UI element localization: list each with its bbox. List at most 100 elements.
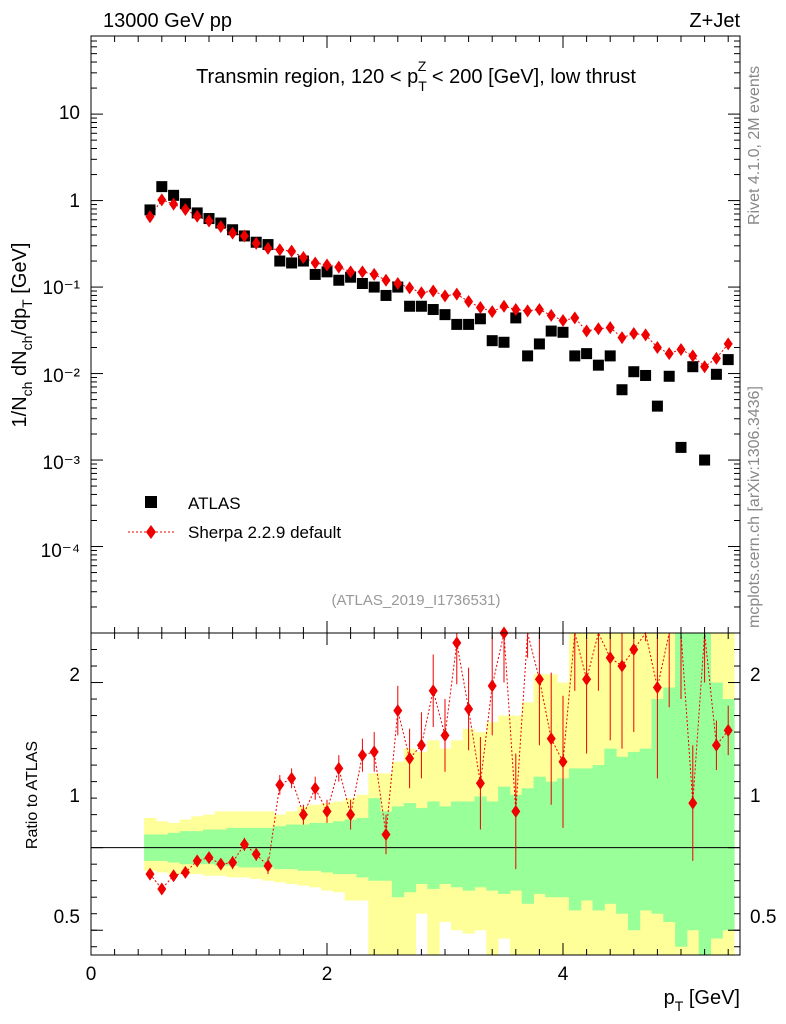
sherpa-point [487,305,497,319]
atlas-data-point [522,350,534,362]
sherpa-point [145,210,155,224]
ratio-point [216,857,226,871]
sherpa-point [369,267,379,281]
ratio-point [546,732,556,746]
legend-sherpa-label: Sherpa 2.2.9 default [188,523,341,542]
ratio-point [652,680,662,694]
ratio-point [511,804,521,818]
sherpa-point [440,289,450,303]
sherpa-point [664,347,674,361]
ratio-band-inner [474,796,487,888]
atlas-data-point [380,289,392,301]
ratio-point [393,704,403,718]
main-ytick-label: 1 [69,191,80,212]
sherpa-point [700,360,710,374]
atlas-data-point [545,325,557,337]
mcplots-label: mcplots.cern.ch [arXiv:1306.3436] [746,386,763,628]
sherpa-point [711,351,721,365]
sherpa-point [593,322,603,336]
atlas-data-point [274,255,286,267]
atlas-data-point [628,366,640,378]
sherpa-point [511,303,521,317]
ratio-point [440,728,450,742]
ratio-ytick-label-left: 1 [69,786,80,807]
ratio-point [487,679,497,693]
atlas-data-point [498,336,510,348]
ratio-point [228,856,238,870]
atlas-data-point [687,361,699,373]
sherpa-point [346,265,356,279]
main-series [144,181,734,466]
atlas-data-point [581,348,593,360]
ratio-point [239,837,249,851]
sherpa-point [452,287,462,301]
atlas-data-point [710,368,722,380]
ratio-axis-ticks [90,633,740,955]
atlas-data-point [368,281,380,293]
ratio-point [534,672,544,686]
ratio-band-inner [568,768,582,911]
atlas-data-point [309,268,321,280]
atlas-data-point [321,266,333,278]
ratio-band-inner [309,822,322,871]
sherpa-point [534,303,544,317]
ratio-band-inner [450,801,464,888]
atlas-data-point [451,318,463,330]
sherpa-point [617,331,627,345]
atlas-data-point [404,300,416,312]
main-y-axis-label: 1/Nch dNch/dpT [GeV] [9,243,35,428]
sherpa-point [688,349,698,363]
ratio-point [688,796,698,810]
main-panel: Transmin region, 120 < pTZ < 200 [GeV], … [9,35,741,634]
atlas-data-point [557,326,569,338]
ratio-point [357,748,367,762]
ratio-point [605,651,615,665]
sherpa-point [322,258,332,272]
sherpa-point [334,260,344,274]
ratio-point [464,702,474,716]
ratio-band-inner [545,781,558,898]
ratio-band-inner [462,801,475,891]
atlas-data-point [286,257,298,269]
main-ytick-label: 10⁻³ [43,453,81,474]
main-ytick-label: 10⁻¹ [43,278,81,299]
ratio-band-inner [427,801,440,889]
ratio-point [405,751,415,765]
ratio-band-inner [639,748,652,911]
ratio-point [157,882,167,896]
atlas-data-point [533,338,545,350]
ratio-point [711,738,721,752]
sherpa-point [676,342,686,356]
ratio-band-inner [415,808,428,884]
atlas-data-point [604,350,616,362]
ratio-point [322,804,332,818]
ratio-ytick-label-left: 2 [69,665,80,686]
atlas-data-point [144,204,156,216]
sherpa-point [570,311,580,325]
sherpa-point [180,202,190,216]
atlas-data-point [675,441,687,453]
sherpa-point [393,276,403,290]
atlas-data-point [592,359,604,371]
legend: ATLAS Sherpa 2.2.9 default [128,494,341,542]
xtick-label: 2 [322,964,333,985]
ratio-band-inner [651,699,664,914]
sherpa-point [169,197,179,211]
main-ytick-label: 10⁻² [43,366,81,387]
ratio-band-inner [391,806,405,898]
header-left-label: 13000 GeV pp [103,10,232,32]
atlas-data-point [569,350,581,362]
sherpa-point [582,324,592,338]
ratio-band-inner [344,819,357,875]
atlas-data-point [168,189,180,201]
atlas-data-point [722,354,734,366]
plot-title: Transmin region, 120 < pTZ < 200 [GeV], … [196,58,636,94]
ratio-band-inner [521,788,534,904]
sherpa-point [239,229,249,243]
sherpa-point [723,337,733,351]
ratio-point [582,672,592,686]
ratio-ytick-label-right: 1 [750,786,761,807]
ratio-band-inner [627,751,641,931]
sherpa-point [605,321,615,335]
